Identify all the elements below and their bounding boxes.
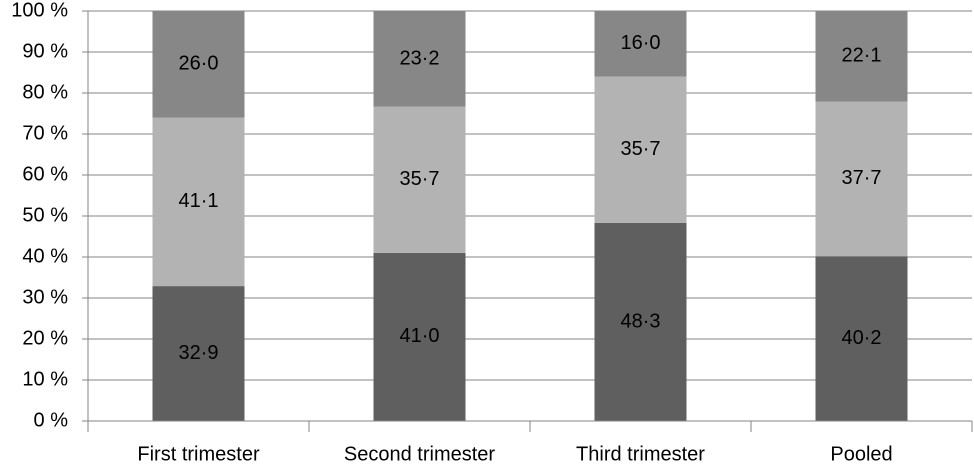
y-tick-label: 40 %: [22, 245, 68, 267]
value-label: 37·7: [841, 167, 881, 189]
bar-segment: [594, 222, 687, 421]
y-tick-label: 100 %: [11, 0, 68, 21]
value-label: 26·0: [178, 53, 218, 75]
bar-segment: [152, 286, 245, 421]
bar-segment: [594, 76, 687, 223]
value-label: 40·2: [841, 327, 881, 349]
bar-segment: [594, 11, 687, 77]
value-label: 35·7: [399, 168, 439, 190]
y-tick-label: 90 %: [22, 40, 68, 62]
value-label: 48·3: [620, 310, 660, 332]
value-label: 35·7: [620, 138, 660, 160]
x-tick-label: Second trimester: [344, 443, 496, 465]
bar-segment: [152, 11, 245, 118]
y-tick-label: 20 %: [22, 327, 68, 349]
value-label: 41·1: [178, 190, 218, 212]
bar-segment: [152, 117, 245, 287]
bar-segment: [373, 106, 466, 253]
bar-segment: [373, 11, 466, 107]
x-tick-label: Pooled: [830, 443, 892, 465]
y-tick-label: 30 %: [22, 286, 68, 308]
y-tick-label: 10 %: [22, 368, 68, 390]
y-tick-label: 80 %: [22, 81, 68, 103]
value-label: 41·0: [399, 325, 439, 347]
bar-segment: [373, 252, 466, 421]
x-tick-label: Third trimester: [576, 443, 705, 465]
x-tick-label: First trimester: [137, 443, 260, 465]
y-tick-label: 60 %: [22, 163, 68, 185]
value-label: 16·0: [620, 32, 660, 54]
y-tick-label: 70 %: [22, 122, 68, 144]
bar-segment: [815, 101, 908, 257]
y-tick-label: 50 %: [22, 204, 68, 226]
bar-segment: [815, 11, 908, 102]
value-label: 23·2: [399, 47, 439, 69]
bar-segment: [815, 256, 908, 421]
y-tick-label: 0 %: [34, 409, 69, 431]
value-label: 32·9: [178, 342, 218, 364]
value-label: 22·1: [841, 45, 881, 67]
